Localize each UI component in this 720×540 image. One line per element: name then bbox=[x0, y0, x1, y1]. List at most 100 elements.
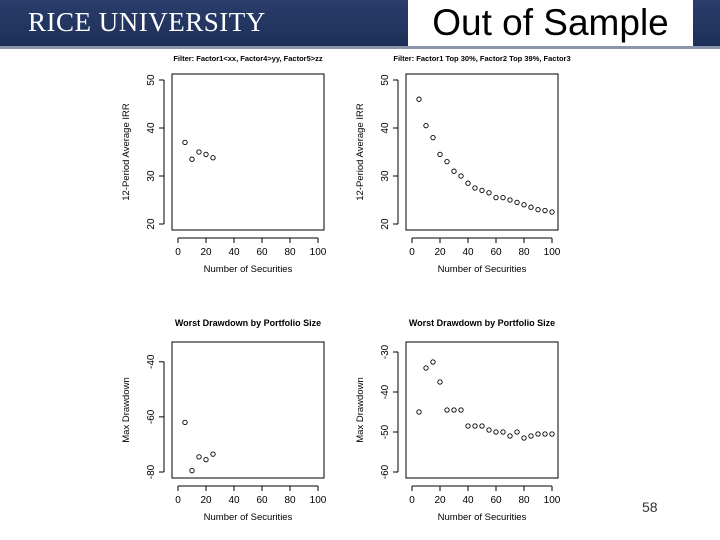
chart-subtitle: Filter: Factor1<xx, Factor4>yy, Factor5>… bbox=[173, 54, 323, 63]
data-point bbox=[437, 151, 443, 158]
data-point bbox=[203, 456, 209, 463]
data-point bbox=[507, 197, 513, 203]
page-number: 58 bbox=[642, 499, 658, 515]
x-axis-label: Number of Securities bbox=[438, 512, 527, 523]
x-axis-label: Number of Securities bbox=[204, 264, 293, 275]
data-point bbox=[493, 194, 499, 201]
data-point bbox=[416, 409, 422, 415]
x-tick-label: 100 bbox=[310, 247, 327, 258]
chart-subtitle: Filter: Factor1 Top 30%, Factor2 Top 39%… bbox=[393, 54, 570, 63]
data-point bbox=[189, 156, 195, 162]
plot-frame bbox=[405, 73, 559, 231]
y-tick-label: 20 bbox=[380, 218, 391, 230]
data-point bbox=[465, 180, 471, 186]
data-point bbox=[528, 433, 534, 439]
y-tick-label: 30 bbox=[380, 170, 391, 182]
x-tick-label: 0 bbox=[175, 247, 181, 258]
x-tick-label: 20 bbox=[434, 247, 446, 258]
data-point bbox=[535, 431, 541, 437]
data-point bbox=[210, 155, 216, 161]
data-point bbox=[196, 454, 202, 460]
data-point bbox=[451, 168, 457, 174]
data-point bbox=[542, 431, 548, 437]
data-point bbox=[444, 407, 450, 413]
data-point bbox=[549, 431, 555, 437]
data-point bbox=[423, 122, 429, 129]
chart-title: Worst Drawdown by Portfolio Size bbox=[175, 318, 321, 328]
data-point bbox=[472, 423, 478, 429]
x-tick-label: 80 bbox=[284, 495, 296, 506]
chart-panel-2: Best Factor Collation IRR,132 Fiscal Per… bbox=[355, 54, 571, 275]
y-axis-label: 12-Period Average IRR bbox=[121, 103, 132, 201]
data-point bbox=[479, 423, 485, 429]
x-tick-label: 40 bbox=[228, 247, 240, 258]
x-tick-label: 60 bbox=[256, 247, 268, 258]
data-point bbox=[521, 202, 527, 208]
data-point bbox=[507, 433, 513, 439]
y-tick-label: 30 bbox=[146, 170, 157, 182]
y-tick-label: -40 bbox=[380, 384, 391, 399]
data-point bbox=[479, 187, 485, 194]
x-tick-label: 100 bbox=[310, 495, 327, 506]
data-point bbox=[437, 379, 443, 385]
chart-panel-1: Best Factor Collation IRR,132 Fiscal Per… bbox=[121, 54, 327, 275]
slide-title: Out of Sample bbox=[432, 2, 669, 43]
data-point bbox=[444, 158, 450, 165]
chart-figure: Best Factor Collation IRR,132 Fiscal Per… bbox=[121, 54, 571, 523]
data-point bbox=[549, 209, 555, 215]
x-tick-label: 40 bbox=[462, 247, 474, 258]
x-tick-label: 20 bbox=[200, 495, 212, 506]
data-point bbox=[500, 429, 506, 435]
x-axis-label: Number of Securities bbox=[204, 512, 293, 523]
data-point bbox=[521, 435, 527, 441]
data-point bbox=[458, 407, 464, 413]
y-tick-label: -60 bbox=[380, 464, 391, 479]
plot-frame bbox=[405, 341, 559, 479]
x-tick-label: 0 bbox=[409, 495, 415, 506]
y-axis-label: Max Drawdown bbox=[121, 377, 132, 442]
x-tick-label: 60 bbox=[256, 495, 268, 506]
x-tick-label: 80 bbox=[518, 247, 530, 258]
y-tick-label: 40 bbox=[146, 122, 157, 134]
data-point bbox=[430, 134, 436, 141]
y-tick-label: 20 bbox=[146, 218, 157, 230]
x-tick-label: 0 bbox=[409, 247, 415, 258]
data-point bbox=[182, 419, 188, 426]
data-point bbox=[189, 467, 195, 474]
data-point bbox=[528, 204, 534, 210]
data-point bbox=[514, 429, 520, 435]
data-point bbox=[493, 429, 499, 435]
y-tick-label: -40 bbox=[146, 354, 157, 369]
data-point bbox=[486, 190, 492, 196]
y-tick-label: -80 bbox=[146, 464, 157, 479]
data-point bbox=[182, 139, 188, 146]
x-tick-label: 100 bbox=[544, 247, 561, 258]
y-tick-label: -50 bbox=[380, 424, 391, 439]
data-point bbox=[451, 407, 457, 413]
x-tick-label: 20 bbox=[434, 495, 446, 506]
y-tick-label: 50 bbox=[146, 74, 157, 86]
data-point bbox=[416, 96, 422, 102]
plot-frame bbox=[171, 341, 325, 479]
x-tick-label: 80 bbox=[518, 495, 530, 506]
x-tick-label: 20 bbox=[200, 247, 212, 258]
x-tick-label: 40 bbox=[228, 495, 240, 506]
data-point bbox=[430, 359, 436, 365]
chart-panel-3: Worst Drawdown by Portfolio Size 0 20 40 60 8… bbox=[121, 318, 327, 523]
slide-title-box: Out of Sample bbox=[408, 0, 693, 46]
data-point bbox=[535, 206, 541, 213]
y-tick-label: 50 bbox=[380, 74, 391, 86]
data-point bbox=[458, 173, 464, 179]
data-point bbox=[542, 207, 548, 214]
data-point bbox=[500, 194, 506, 201]
chart-title: Worst Drawdown by Portfolio Size bbox=[409, 318, 555, 328]
y-axis-label: 12-Period Average IRR bbox=[355, 103, 366, 201]
y-axis-label: Max Drawdown bbox=[355, 377, 366, 442]
university-logo: RICE UNIVERSITY bbox=[28, 7, 266, 37]
x-tick-label: 60 bbox=[490, 495, 502, 506]
x-tick-label: 80 bbox=[284, 247, 296, 258]
chart-panel-4: Worst Drawdown by Portfolio Size 0 20 40 60 8… bbox=[355, 318, 561, 523]
x-tick-label: 0 bbox=[175, 495, 181, 506]
data-point bbox=[514, 199, 520, 206]
data-point bbox=[203, 151, 209, 158]
